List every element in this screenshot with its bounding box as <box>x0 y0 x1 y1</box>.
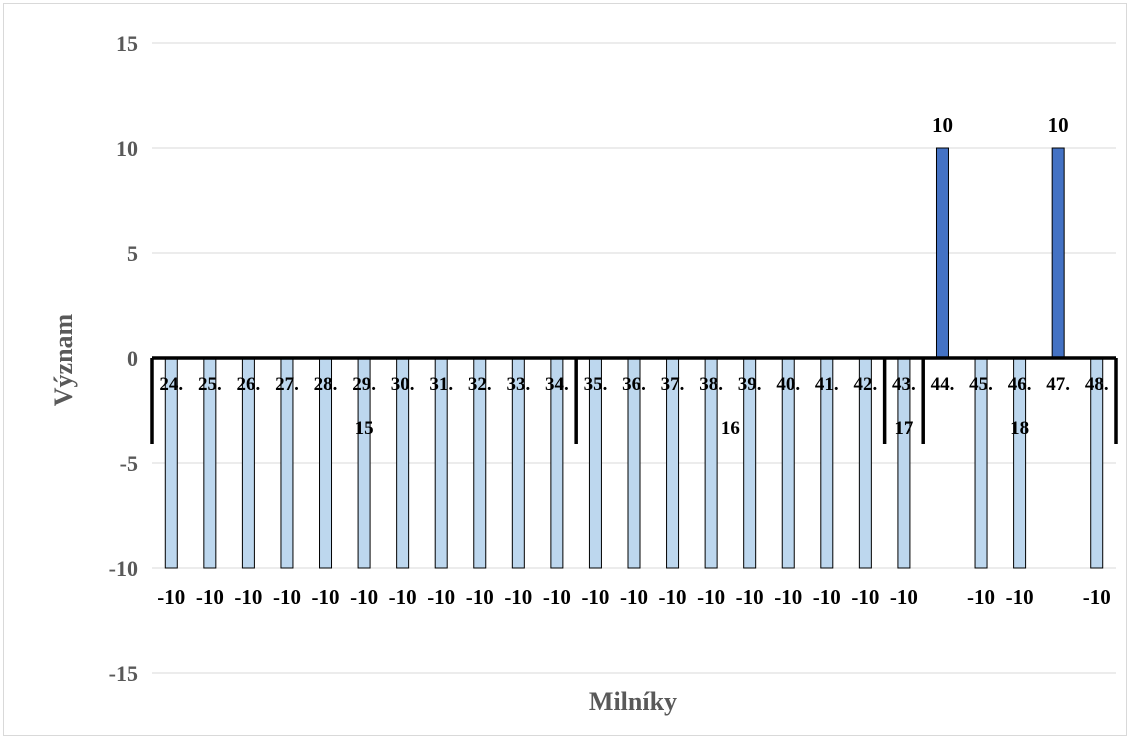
data-label: -10 <box>659 585 687 609</box>
data-label: -10 <box>697 585 725 609</box>
data-label: -10 <box>350 585 378 609</box>
data-label: -10 <box>890 585 918 609</box>
y-tick-label: 15 <box>116 31 138 56</box>
x-axis-title: Milníky <box>589 687 677 716</box>
y-tick-label: -5 <box>120 451 138 476</box>
group-label: 15 <box>355 418 374 439</box>
data-label: -10 <box>851 585 879 609</box>
data-label: -10 <box>1006 585 1034 609</box>
category-label: 37. <box>661 374 685 395</box>
category-label: 46. <box>1008 374 1032 395</box>
y-axis-ticks: 15 10 5 0 -5 -10 -15 <box>109 31 138 686</box>
category-label: 34. <box>545 374 569 395</box>
y-tick-label: -15 <box>109 661 138 686</box>
category-label: 45. <box>969 374 993 395</box>
data-label: 10 <box>1048 113 1069 137</box>
category-label: 24. <box>159 374 183 395</box>
category-label: 31. <box>429 374 453 395</box>
data-label: -10 <box>967 585 995 609</box>
data-label: -10 <box>543 585 571 609</box>
category-axis <box>150 356 1118 444</box>
bars <box>164 147 1104 569</box>
y-tick-label: 0 <box>127 346 138 371</box>
category-label: 32. <box>468 374 492 395</box>
category-label: 48. <box>1085 374 1109 395</box>
group-label: 16 <box>721 418 740 439</box>
category-label: 40. <box>776 374 800 395</box>
y-axis-title: Význam <box>49 313 78 406</box>
bar-47 <box>1051 147 1065 359</box>
category-label: 41. <box>815 374 839 395</box>
category-label: 47. <box>1046 374 1070 395</box>
bar-44 <box>935 147 949 359</box>
group-label: 17 <box>894 418 914 439</box>
chart-frame <box>3 3 1127 736</box>
category-label: 33. <box>506 374 530 395</box>
data-label: 10 <box>932 113 953 137</box>
category-label: 29. <box>352 374 376 395</box>
data-label: -10 <box>620 585 648 609</box>
category-label: 38. <box>699 374 723 395</box>
y-tick-label: 10 <box>116 136 138 161</box>
data-label: -10 <box>389 585 417 609</box>
category-label: 39. <box>738 374 762 395</box>
data-label: -10 <box>736 585 764 609</box>
category-label: 27. <box>275 374 299 395</box>
category-label: 28. <box>314 374 338 395</box>
category-label: 43. <box>892 374 916 395</box>
data-label: -10 <box>504 585 532 609</box>
y-tick-label: -10 <box>109 556 138 581</box>
category-labels: 24. 25. 26. 27. 28. 29. 30. 31. 32. 33. 34. 35. 36. 3… <box>159 374 1108 395</box>
data-label: -10 <box>427 585 455 609</box>
data-label: -10 <box>157 585 185 609</box>
data-label: -10 <box>234 585 262 609</box>
data-label: -10 <box>273 585 301 609</box>
data-label: -10 <box>813 585 841 609</box>
data-label: -10 <box>466 585 494 609</box>
data-label: -10 <box>312 585 340 609</box>
data-labels: -10 -10 -10 -10 -10 -10 -10 -10 -10 -10 -10 -10 -10-… <box>157 113 1110 609</box>
category-label: 44. <box>931 374 955 395</box>
category-label: 25. <box>198 374 222 395</box>
group-labels: 15 16 17 18 <box>355 418 1030 439</box>
data-label: -10 <box>774 585 802 609</box>
group-label: 18 <box>1010 418 1029 439</box>
data-label: -10 <box>196 585 224 609</box>
data-label: -10 <box>1083 585 1111 609</box>
data-label: -10 <box>581 585 609 609</box>
category-label: 30. <box>391 374 415 395</box>
category-label: 36. <box>622 374 646 395</box>
category-label: 42. <box>853 374 877 395</box>
y-tick-label: 5 <box>127 241 138 266</box>
category-label: 35. <box>584 374 608 395</box>
category-label: 26. <box>237 374 261 395</box>
